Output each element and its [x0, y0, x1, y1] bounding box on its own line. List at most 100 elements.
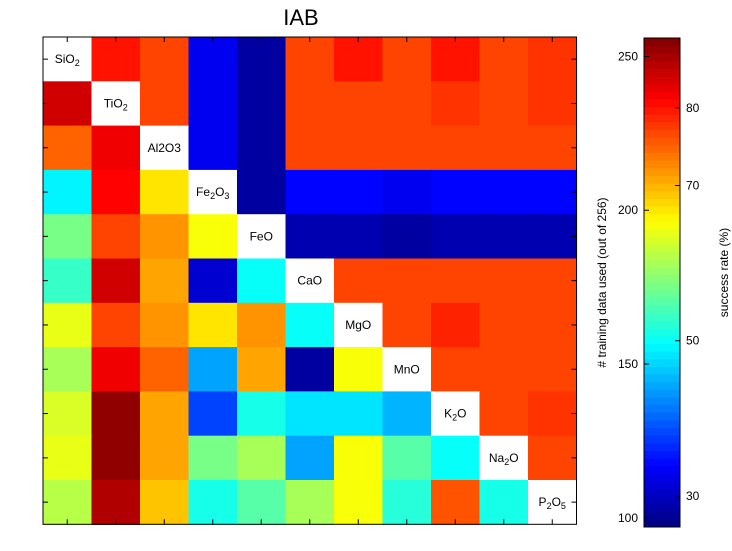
diagonal-label: MgO [345, 318, 371, 332]
heatmap-cell [334, 258, 384, 304]
heatmap-cell [140, 302, 190, 348]
colorbar: 100 150 200 250 30 50 70 80 # training data used… [595, 37, 731, 528]
heatmap-cell [528, 214, 578, 260]
heatmap-cell [382, 480, 432, 525]
heatmap-cell [285, 169, 335, 215]
heatmap-cell [140, 435, 190, 481]
colorbar-segment [644, 374, 680, 383]
heatmap-cell [285, 37, 335, 82]
colorbar-segment [644, 190, 680, 199]
colorbar-segment [644, 267, 680, 276]
heatmap-cell [43, 302, 93, 348]
colorbar-segment [644, 68, 680, 77]
colorbar-segment [644, 297, 680, 306]
colorbar-segment [644, 229, 680, 238]
heatmap-cell [188, 391, 238, 437]
colorbar-segment [644, 442, 680, 451]
heatmap-cell [382, 435, 432, 481]
heatmap-cell [237, 302, 287, 348]
heatmap-cell [188, 37, 238, 82]
heatmap-cell [479, 125, 529, 171]
colorbar-left-axis-label: # training data used (out of 256) [595, 197, 609, 367]
colorbar-segment [644, 274, 680, 283]
heatmap-cell [479, 435, 529, 481]
heatmap-cell [43, 37, 93, 82]
heatmap-cell [431, 169, 481, 215]
heatmap-axes [42, 36, 577, 525]
colorbar-segment [644, 114, 680, 123]
colorbar-segment [644, 335, 680, 345]
colorbar-segment [644, 427, 680, 436]
heatmap-cell [528, 258, 578, 304]
heatmap-cell [334, 347, 384, 392]
heatmap-cell [285, 435, 335, 481]
heatmap-cell [285, 302, 335, 348]
colorbar-segment [644, 213, 680, 222]
diagonal-labels: SiO2 TiO2 Al2O3 Fe2O3 FeO CaO MgO MnO K2O Na2O P2O… [55, 52, 566, 511]
heatmap-cell [188, 258, 238, 304]
heatmap-cells [43, 37, 578, 525]
heatmap-cell [140, 37, 190, 82]
heatmap-cell [237, 258, 287, 304]
heatmap-cell [188, 302, 238, 348]
heatmap-cell [188, 214, 238, 260]
diagonal-label: MnO [394, 362, 420, 376]
colorbar-segment [644, 282, 680, 291]
heatmap-cell [285, 125, 335, 171]
heatmap-cell [528, 347, 578, 392]
heatmap-cell [479, 258, 529, 304]
colorbar-segment [644, 504, 680, 513]
heatmap-cell [91, 258, 141, 304]
heatmap-cell [43, 480, 93, 525]
colorbar-segment [644, 412, 680, 421]
heatmap-cell [479, 214, 529, 260]
colorbar-segment [644, 38, 680, 47]
heatmap-cell [334, 169, 384, 215]
colorbar-segment [644, 481, 680, 490]
heatmap-cell [431, 125, 481, 171]
colorbar-segment [644, 404, 680, 413]
heatmap-cell [431, 37, 481, 82]
heatmap-cell [91, 125, 141, 171]
heatmap-cell [431, 435, 481, 481]
diagonal-label: Na2O [489, 451, 519, 467]
colorbar-segment [644, 53, 680, 62]
heatmap-cell [285, 81, 335, 127]
heatmap-cell [431, 258, 481, 304]
heatmap-cell [237, 37, 287, 82]
heatmap-cell [382, 391, 432, 437]
heatmap-cell [237, 435, 287, 481]
colorbar-segment [644, 473, 680, 482]
heatmap-cell [43, 214, 93, 260]
heatmap-cell [140, 125, 190, 171]
colorbar-segment [644, 206, 680, 215]
colorbar-segment [644, 45, 680, 54]
diagonal-label: FeO [250, 229, 273, 243]
heatmap-cell [334, 37, 384, 82]
heatmap-cell [91, 214, 141, 260]
diagonal-label: K2O [444, 407, 466, 423]
heatmap-cell [528, 302, 578, 348]
heatmap-cell [382, 214, 432, 260]
heatmap-cell [140, 81, 190, 127]
heatmap-cell [479, 169, 529, 215]
heatmap-cell [91, 391, 141, 437]
heatmap-cell [43, 258, 93, 304]
heatmap-cell [528, 81, 578, 127]
colorbar-segment [644, 328, 680, 337]
colorbar-right-axis-label: success rate (%) [717, 228, 731, 317]
colorbar-segment [644, 236, 680, 245]
heatmap-cell [479, 37, 529, 82]
heatmap-cell [237, 125, 287, 171]
colorbar-segment [644, 420, 680, 429]
heatmap-cell [43, 81, 93, 127]
colorbar-segment [644, 458, 680, 467]
heatmap-cell [382, 302, 432, 348]
colorbar-segment [644, 511, 680, 520]
heatmap-cell [91, 347, 141, 392]
colorbar-segment [644, 198, 680, 207]
colorbar-segment [644, 99, 680, 108]
diagonal-label: SiO2 [55, 52, 80, 68]
diagonal-label: CaO [297, 274, 322, 288]
